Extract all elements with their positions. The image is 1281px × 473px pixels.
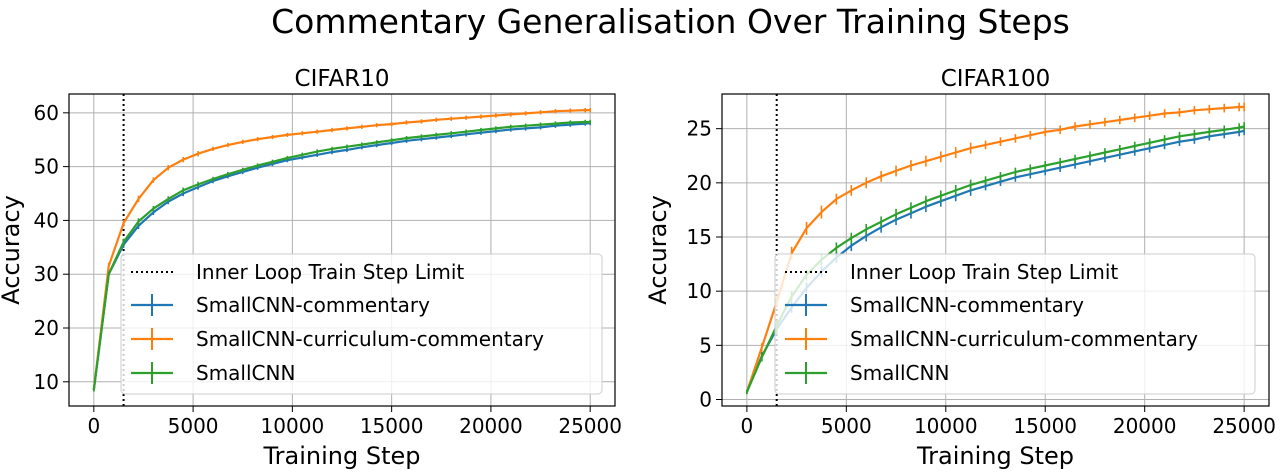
legend-label: SmallCNN-curriculum-commentary bbox=[850, 327, 1198, 351]
plot-frame bbox=[68, 93, 616, 407]
x-tick-label: 0 bbox=[740, 414, 753, 438]
y-tick-label: 30 bbox=[34, 262, 59, 286]
legend-label: SmallCNN-commentary bbox=[850, 293, 1084, 317]
figure-title: Commentary Generalisation Over Training … bbox=[271, 2, 1070, 41]
x-tick-label: 5000 bbox=[168, 414, 219, 438]
legend-label: SmallCNN-curriculum-commentary bbox=[196, 327, 544, 351]
y-tick-label: 50 bbox=[34, 155, 59, 179]
legend-label: SmallCNN bbox=[850, 361, 949, 385]
x-tick-label: 15000 bbox=[1013, 414, 1077, 438]
y-tick-label: 25 bbox=[687, 117, 712, 141]
legend-label: SmallCNN bbox=[196, 361, 295, 385]
legend-label: Inner Loop Train Step Limit bbox=[850, 260, 1118, 284]
y-tick-label: 15 bbox=[687, 225, 712, 249]
panel-title: CIFAR100 bbox=[941, 66, 1051, 92]
legend-label: Inner Loop Train Step Limit bbox=[196, 260, 464, 284]
legend: Inner Loop Train Step Limit SmallCNN-comm… bbox=[774, 253, 1256, 395]
legend-box bbox=[120, 253, 603, 395]
x-tick-label: 20000 bbox=[1113, 414, 1177, 438]
chart-panel-cifar10: 0 5000 10000 15000 20000 25000 10 20 30 40 50 60 CIF… bbox=[0, 66, 622, 470]
x-tick-label: 0 bbox=[87, 414, 100, 438]
y-tick-label: 40 bbox=[34, 208, 59, 232]
plot-frame bbox=[721, 93, 1270, 407]
x-axis-label: Training Step bbox=[916, 442, 1074, 469]
y-tick-label: 20 bbox=[34, 316, 59, 340]
legend-box bbox=[774, 253, 1256, 395]
legend-label: SmallCNN-commentary bbox=[196, 293, 430, 317]
x-tick-label: 10000 bbox=[261, 414, 325, 438]
x-tick-label: 5000 bbox=[821, 414, 872, 438]
x-tick-label: 10000 bbox=[914, 414, 978, 438]
y-axis-label: Accuracy bbox=[0, 195, 25, 305]
y-tick-label: 0 bbox=[699, 388, 712, 412]
x-tick-label: 25000 bbox=[558, 414, 622, 438]
y-tick-label: 10 bbox=[687, 279, 712, 303]
x-tick-label: 25000 bbox=[1212, 414, 1276, 438]
y-tick-label: 60 bbox=[34, 101, 59, 125]
x-tick-label: 15000 bbox=[360, 414, 424, 438]
chart-panel-cifar100: 0 5000 10000 15000 20000 25000 0 5 10 15 20 25 CIFAR… bbox=[644, 66, 1276, 470]
legend: Inner Loop Train Step Limit SmallCNN-comm… bbox=[120, 253, 603, 395]
panel-title: CIFAR10 bbox=[295, 66, 390, 92]
y-tick-label: 20 bbox=[687, 171, 712, 195]
y-tick-label: 5 bbox=[699, 333, 712, 357]
y-axis-label: Accuracy bbox=[644, 195, 672, 305]
x-tick-label: 20000 bbox=[459, 414, 523, 438]
x-axis-label: Training Step bbox=[263, 442, 421, 469]
y-tick-label: 10 bbox=[34, 370, 59, 394]
